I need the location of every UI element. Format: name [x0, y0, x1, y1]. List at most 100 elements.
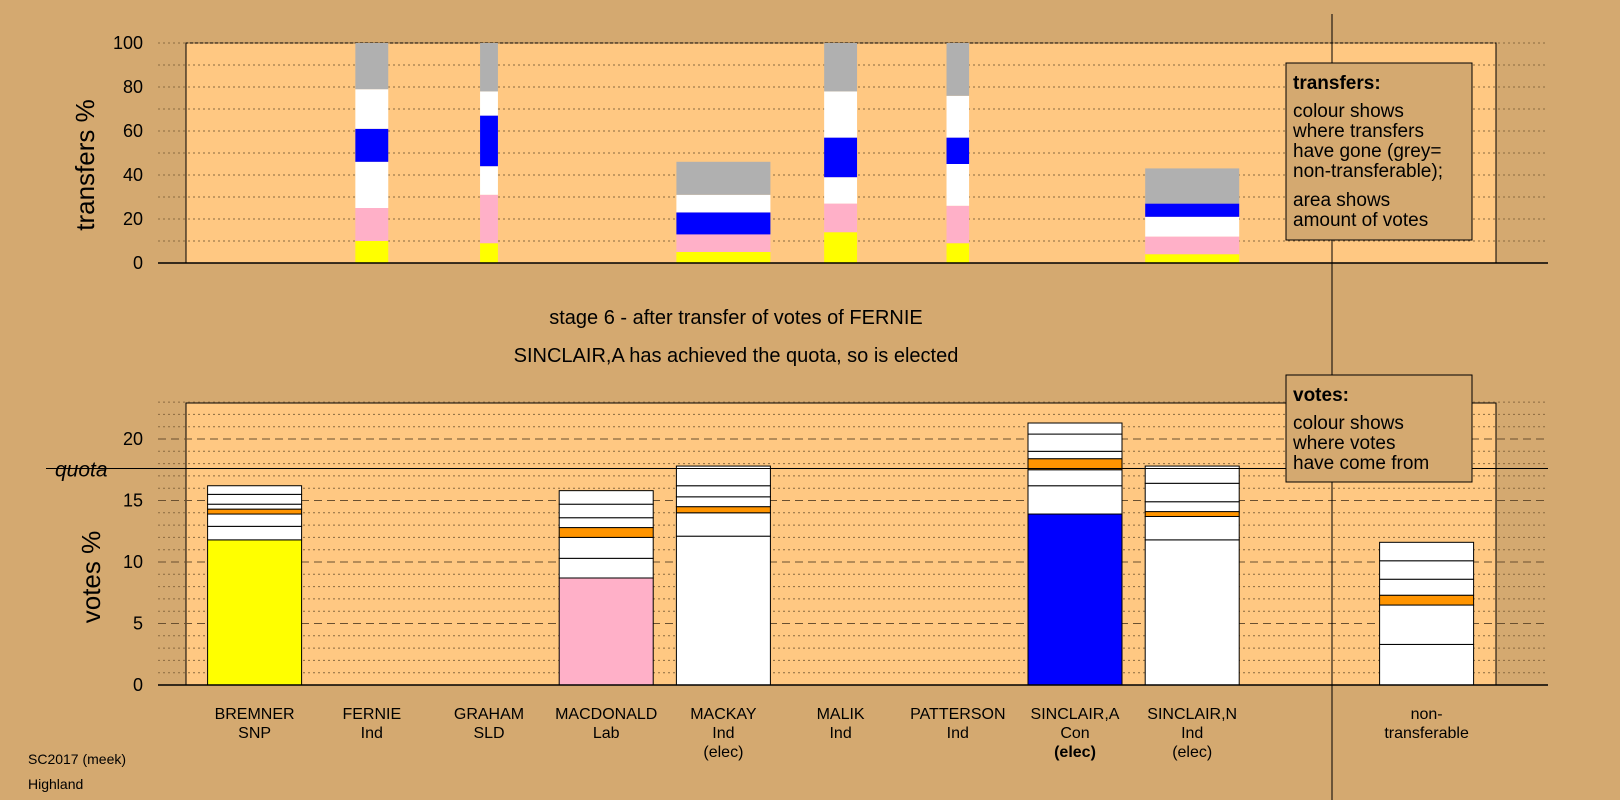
transfer-segment	[824, 137, 858, 178]
candidate-label: SINCLAIR,N	[1147, 706, 1237, 723]
vote-segment	[1379, 643, 1475, 686]
vote-segment	[1027, 433, 1123, 452]
vote-segment	[207, 493, 303, 505]
transfer-segment	[1145, 254, 1240, 263]
candidate-label: Ind	[829, 725, 851, 742]
candidate-label: (elec)	[1054, 744, 1096, 761]
transfer-segment	[355, 161, 389, 208]
transfers-axis-title: transfers %	[70, 99, 100, 231]
y-tick-label: 10	[123, 552, 143, 572]
vote-segment	[558, 577, 654, 686]
vote-segment	[675, 485, 771, 498]
vote-segment	[558, 557, 654, 579]
transfers-bars	[355, 43, 1240, 263]
transfer-segment	[824, 91, 858, 138]
candidate-label: SNP	[238, 725, 271, 742]
candidate-label: non-	[1411, 706, 1443, 723]
y-tick-label: 0	[133, 253, 143, 273]
vote-segment	[675, 465, 771, 487]
candidate-label: Ind	[361, 725, 383, 742]
candidate-label: MALIK	[817, 706, 865, 723]
transfer-segment	[355, 43, 389, 90]
y-tick-label: 20	[123, 209, 143, 229]
transfer-segment	[824, 232, 858, 263]
vote-segment	[207, 503, 303, 510]
vote-segment	[1144, 482, 1240, 503]
transfer-segment	[480, 194, 498, 244]
votes-axis-title: votes %	[76, 531, 106, 624]
transfer-segment	[824, 203, 858, 233]
candidate-label: MACKAY	[690, 706, 757, 723]
transfer-segment	[676, 161, 771, 195]
vote-segment	[1144, 539, 1240, 686]
y-tick-label: 5	[133, 614, 143, 634]
vote-segment	[1144, 465, 1240, 484]
transfer-segment	[946, 95, 970, 138]
vote-segment	[558, 536, 654, 559]
vote-segment	[558, 503, 654, 519]
votes-legend: votes: colour shows where votes have com…	[1285, 374, 1473, 483]
transfers-legend-line: colour shows	[1293, 101, 1404, 122]
y-tick-label: 60	[123, 121, 143, 141]
transfer-segment	[946, 205, 970, 244]
transfer-segment	[480, 43, 498, 92]
transfer-segment	[1145, 168, 1240, 204]
candidate-label: BREMNER	[215, 706, 295, 723]
transfers-legend-line: area shows	[1293, 190, 1390, 211]
transfer-segment	[676, 252, 771, 263]
vote-segment	[1027, 450, 1123, 460]
candidate-label: Con	[1060, 725, 1089, 742]
candidate-label: FERNIE	[342, 706, 401, 723]
vote-segment	[1027, 485, 1123, 515]
transfer-segment	[355, 241, 389, 263]
transfer-segment	[355, 89, 389, 129]
votes-legend-line: where votes	[1292, 433, 1395, 454]
vote-segment	[1379, 541, 1475, 562]
transfer-segment	[355, 128, 389, 162]
transfer-segment	[824, 177, 858, 204]
transfer-segment	[1145, 236, 1240, 255]
candidate-label: MACDONALD	[555, 706, 657, 723]
vote-segment	[1379, 604, 1475, 645]
vote-segment	[558, 490, 654, 505]
vote-segment	[1027, 513, 1123, 686]
transfer-segment	[480, 243, 498, 263]
transfer-segment	[480, 91, 498, 116]
transfer-segment	[676, 194, 771, 213]
transfer-segment	[824, 43, 858, 92]
candidate-label: Lab	[593, 725, 620, 742]
footer-line-2: Highland	[28, 776, 83, 792]
vote-segment	[1144, 515, 1240, 541]
y-tick-label: 0	[133, 675, 143, 695]
y-tick-label: 15	[123, 491, 143, 511]
stage-subtitle: SINCLAIR,A has achieved the quota, so is…	[514, 345, 959, 367]
transfer-segment	[1145, 203, 1240, 217]
transfers-legend-line: have gone (grey=	[1293, 141, 1441, 162]
votes-plot-area	[185, 402, 1497, 686]
vote-segment	[1144, 511, 1240, 517]
transfer-segment	[676, 212, 771, 235]
y-tick-label: 80	[123, 77, 143, 97]
vote-segment	[1379, 578, 1475, 596]
candidate-label: Ind	[712, 725, 734, 742]
candidate-label: SINCLAIR,A	[1031, 706, 1120, 723]
vote-segment	[1027, 422, 1123, 435]
vote-segment	[207, 485, 303, 495]
votes-legend-line: have come from	[1293, 453, 1429, 474]
vote-segment	[207, 525, 303, 541]
candidate-label: Ind	[947, 725, 969, 742]
transfer-segment	[480, 115, 498, 167]
votes-bars	[207, 422, 1475, 686]
transfer-segment	[946, 243, 970, 263]
transfers-legend: transfers: colour shows where transfers …	[1285, 62, 1473, 241]
votes-legend-line: colour shows	[1293, 413, 1404, 434]
candidate-label: (elec)	[1172, 744, 1212, 761]
y-tick-label: 100	[113, 33, 143, 53]
vote-segment	[1379, 560, 1475, 580]
transfers-legend-title: transfers:	[1293, 73, 1381, 94]
transfer-segment	[676, 234, 771, 252]
candidate-label: SLD	[473, 725, 504, 742]
vote-segment	[558, 527, 654, 538]
candidate-label: PATTERSON	[910, 706, 1005, 723]
transfer-segment	[946, 137, 970, 164]
